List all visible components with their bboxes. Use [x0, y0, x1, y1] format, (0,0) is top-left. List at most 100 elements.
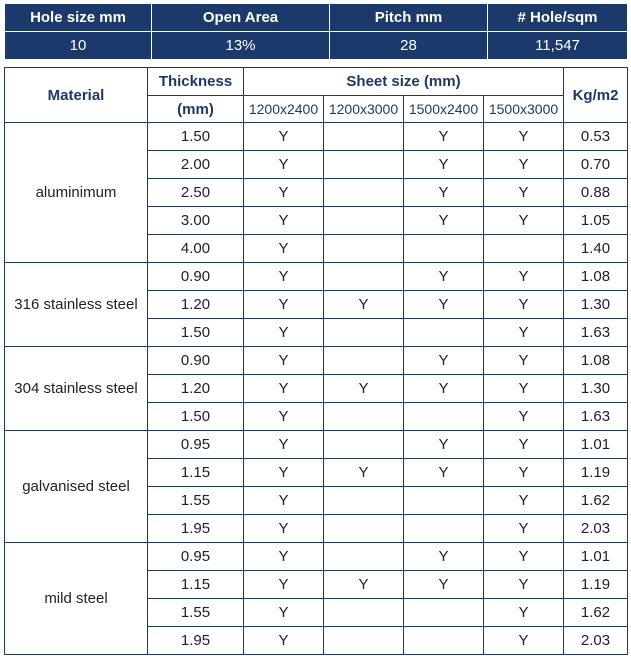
size-1500x2400-cell [403, 234, 484, 263]
size-1200x2400-cell: Y [243, 486, 324, 515]
material-cell: galvanised steel [4, 430, 148, 543]
size-1200x3000-cell [323, 318, 404, 347]
table-row: 1.50 Y Y 1.63 [5, 318, 629, 347]
size-1200x2400-cell: Y [243, 234, 324, 263]
size-1500x3000-cell: Y [482, 626, 565, 655]
thickness-cell: 1.20 [147, 374, 244, 403]
thickness-cell: 2.50 [147, 178, 244, 207]
size-1200x3000-cell [323, 542, 404, 571]
kg-per-m2-cell: 1.01 [563, 542, 629, 571]
kg-per-m2-cell: 1.30 [563, 374, 629, 403]
size-1200x3000-cell [323, 346, 404, 375]
thickness-cell: 1.55 [147, 598, 244, 627]
kg-per-m2-cell: 1.05 [563, 206, 629, 235]
sheet-spec-table: Material Thickness Sheet size (mm) Kg/m2… [4, 67, 629, 655]
thickness-cell: 0.95 [147, 430, 244, 459]
thickness-cell: 1.95 [147, 514, 244, 543]
table-subheader-row: (mm) 1200x2400 1200x3000 1500x2400 1500x… [5, 95, 628, 123]
sheet-size-1200x3000: 1200x3000 [323, 95, 404, 123]
size-1500x3000-cell: Y [482, 486, 565, 515]
table-row: 4.00 Y 1.40 [5, 234, 629, 263]
kg-per-m2-cell: 0.88 [563, 178, 629, 207]
size-1500x3000-cell: Y [482, 374, 565, 403]
size-1200x2400-cell: Y [243, 626, 324, 655]
kg-per-m2-cell: 2.03 [563, 626, 629, 655]
size-1500x2400-cell [403, 598, 484, 627]
size-1500x3000-cell: Y [482, 122, 565, 151]
size-1200x3000-cell [323, 150, 404, 179]
size-1200x2400-cell: Y [243, 374, 324, 403]
thickness-cell: 1.20 [147, 290, 244, 319]
thickness-header: Thickness [147, 67, 244, 96]
thickness-cell: 0.90 [147, 262, 244, 291]
size-1200x3000-cell [323, 486, 404, 515]
size-1500x2400-cell [403, 626, 484, 655]
kg-per-m2-cell: 1.63 [563, 318, 629, 347]
size-1500x2400-cell: Y [403, 458, 484, 487]
thickness-cell: 0.95 [147, 542, 244, 571]
size-1500x3000-cell: Y [482, 206, 565, 235]
kg-per-m2-cell: 1.08 [563, 262, 629, 291]
table-row: 304 stainless steel 0.90 Y Y Y 1.08 [4, 346, 629, 431]
sheet-size-1200x2400: 1200x2400 [243, 95, 324, 123]
sheet-size-1500x2400: 1500x2400 [403, 95, 484, 123]
thickness-cell: 1.50 [147, 402, 244, 431]
size-1500x2400-cell: Y [403, 290, 484, 319]
size-1200x2400-cell: Y [243, 458, 324, 487]
size-1200x2400-cell: Y [243, 318, 324, 347]
size-1200x2400-cell: Y [243, 570, 324, 599]
hole-size-value: 10 [4, 31, 152, 60]
table-row: 1.20 Y Y Y Y 1.30 [5, 290, 629, 319]
kg-per-m2-cell: 1.08 [563, 346, 629, 375]
size-1500x3000-cell: Y [482, 346, 565, 375]
pitch-value: 28 [329, 31, 488, 60]
material-header: Material [4, 67, 148, 123]
size-1500x3000-cell: Y [482, 290, 565, 319]
holes-per-sqm-value: 11,547 [487, 31, 628, 60]
size-1200x3000-cell: Y [323, 458, 404, 487]
thickness-cell: 4.00 [147, 234, 244, 263]
size-1500x2400-cell: Y [403, 178, 484, 207]
size-1500x2400-cell: Y [403, 542, 484, 571]
kg-per-m2-cell: 1.30 [563, 290, 629, 319]
thickness-cell: 1.50 [147, 122, 244, 151]
kg-per-m2-cell: 2.03 [563, 514, 629, 543]
size-1500x3000-cell: Y [482, 598, 565, 627]
size-1200x3000-cell [323, 402, 404, 431]
size-1500x3000-cell: Y [482, 542, 565, 571]
table-row: 316 stainless steel 0.90 Y Y Y 1.08 [4, 262, 629, 347]
sheet-size-header: Sheet size (mm) [242, 67, 565, 96]
thickness-cell: 1.15 [147, 458, 244, 487]
size-1200x2400-cell: Y [243, 514, 324, 543]
table-row: 2.50 Y Y Y 0.88 [5, 178, 629, 207]
summary-header-row: Hole size mm Open Area Pitch mm # Hole/s… [4, 3, 628, 32]
thickness-cell: 1.55 [147, 486, 244, 515]
size-1500x3000-cell: Y [482, 402, 565, 431]
size-1200x3000-cell: Y [323, 374, 404, 403]
size-1200x3000-cell [323, 206, 404, 235]
material-cell: 316 stainless steel [4, 262, 148, 347]
size-1200x2400-cell: Y [243, 262, 324, 291]
thickness-cell: 3.00 [147, 206, 244, 235]
size-1200x3000-cell [323, 122, 404, 151]
size-1500x2400-cell: Y [403, 206, 484, 235]
size-1500x2400-cell: Y [403, 346, 484, 375]
kg-per-m2-cell: 0.70 [563, 150, 629, 179]
kg-per-m2-cell: 1.40 [563, 234, 629, 263]
summary-table: Hole size mm Open Area Pitch mm # Hole/s… [4, 3, 628, 60]
table-row: mild steel 0.95 Y Y Y 1.01 [4, 542, 629, 655]
material-cell: mild steel [4, 542, 148, 655]
sheet-size-1500x3000: 1500x3000 [482, 95, 565, 123]
kg-per-m2-cell: 1.19 [563, 458, 629, 487]
thickness-cell: 1.15 [147, 570, 244, 599]
size-1200x3000-cell: Y [323, 570, 404, 599]
table-row: 1.95 Y Y 2.03 [5, 626, 629, 655]
size-1500x2400-cell: Y [403, 262, 484, 291]
size-1200x3000-cell [323, 430, 404, 459]
size-1500x3000-cell [482, 234, 565, 263]
open-area-header: Open Area [151, 3, 330, 32]
table-row: 3.00 Y Y Y 1.05 [5, 206, 629, 235]
size-1500x2400-cell: Y [403, 150, 484, 179]
table-header-row: Material Thickness Sheet size (mm) Kg/m2 [4, 67, 629, 123]
size-1500x2400-cell [403, 402, 484, 431]
